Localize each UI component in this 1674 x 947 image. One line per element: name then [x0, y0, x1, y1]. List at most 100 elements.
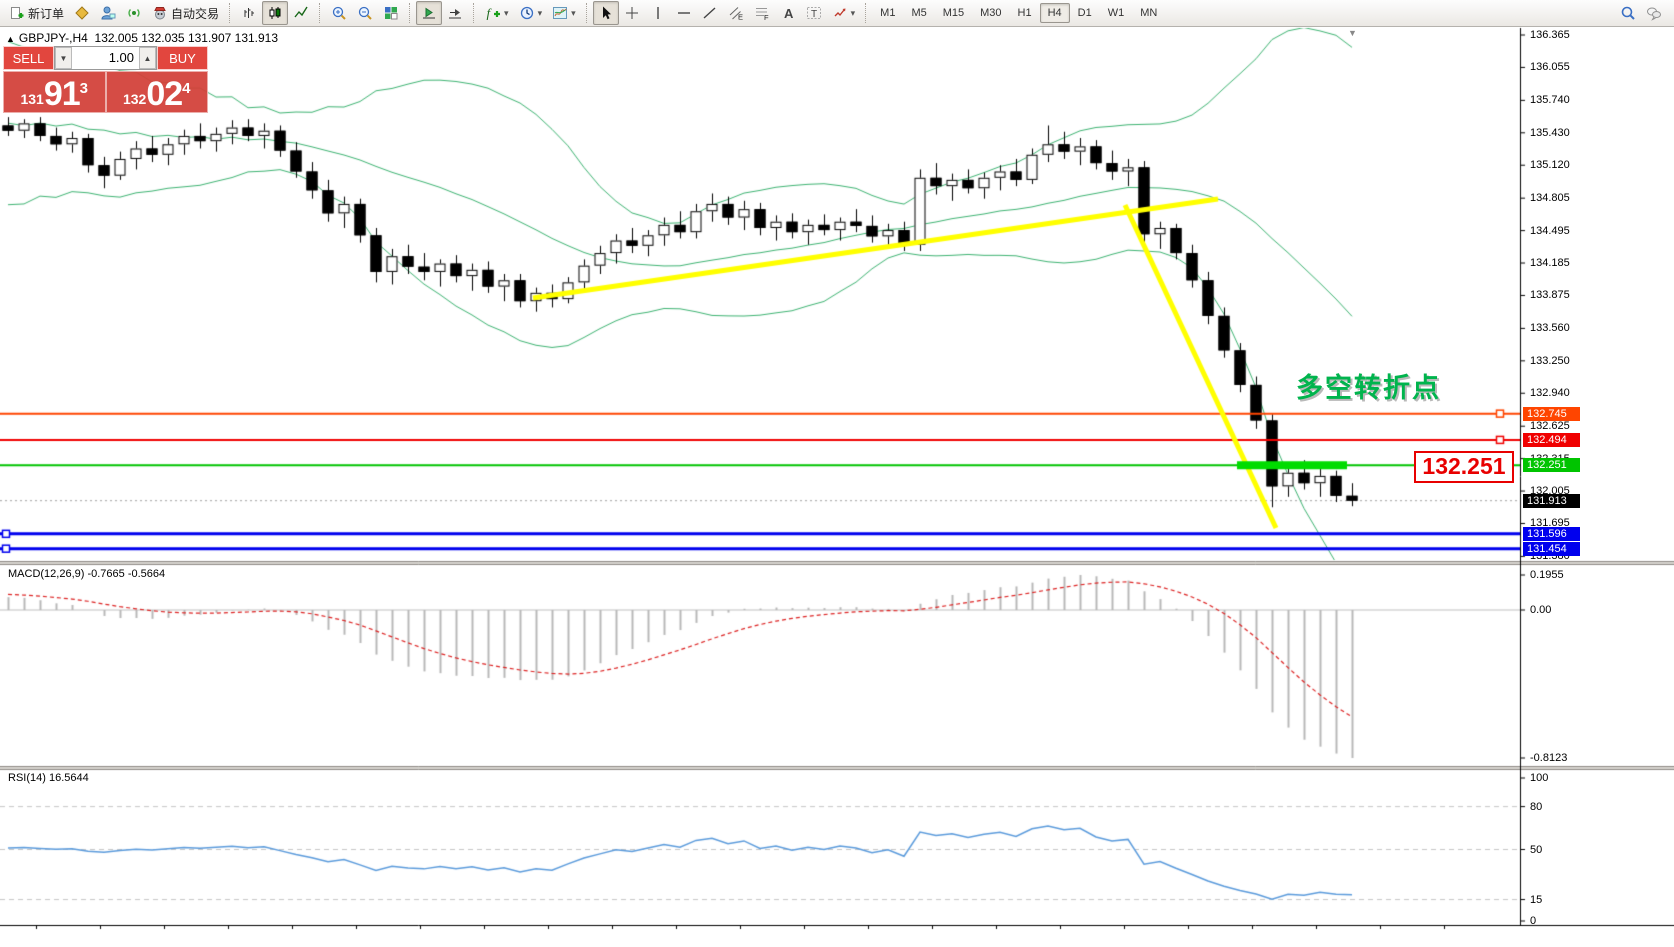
vertical-line-button[interactable]	[645, 1, 671, 25]
buy-button[interactable]: BUY	[157, 46, 208, 70]
candlestick-button[interactable]	[262, 1, 289, 25]
timeframe-button-h1[interactable]: H1	[1017, 7, 1032, 19]
zoom-out-button[interactable]	[352, 1, 378, 25]
symbol-ohlc-bar: ▲ GBPJPY-,H4 132.005 132.035 131.907 131.…	[6, 31, 278, 45]
timeframe-button-m30[interactable]: M30	[980, 7, 1002, 19]
volume-input[interactable]: 1.00	[108, 50, 134, 65]
macd-axis-label: 0.00	[1530, 604, 1552, 616]
templates-button[interactable]: ▾	[547, 1, 581, 25]
autotrading-button[interactable]: 自动交易	[147, 1, 224, 25]
expand-panel-icon[interactable]: ▲	[6, 34, 15, 44]
fibonacci-button[interactable]: F	[749, 1, 775, 25]
toolbar-separator	[409, 3, 411, 23]
toolbar-separator	[865, 3, 867, 23]
price-tick-label: 134.805	[1530, 192, 1570, 205]
indicators-icon: f	[485, 5, 501, 21]
price-tick-label: 132.940	[1530, 387, 1570, 400]
price-callout-textbox[interactable]: 132.251	[1414, 451, 1514, 483]
layouts-icon	[74, 5, 90, 21]
macd-axis-label: -0.8123	[1530, 752, 1568, 764]
dropdown-arrow-icon[interactable]: ▾	[504, 7, 509, 18]
cursor-button[interactable]	[592, 1, 619, 25]
profiles-button[interactable]	[95, 1, 121, 25]
svg-text:F: F	[764, 13, 769, 21]
price-line-badge: 132.494	[1523, 432, 1580, 447]
label-button[interactable]: T	[801, 1, 827, 25]
horizontal-line-button[interactable]	[671, 1, 697, 25]
volume-down-button[interactable]: ▼	[55, 47, 72, 69]
auto-scroll-button[interactable]	[416, 1, 443, 25]
price-line-badge: 132.745	[1523, 406, 1580, 421]
autotrading-button-label: 自动交易	[171, 6, 220, 21]
svg-text:A: A	[784, 6, 794, 21]
toolbar-separator	[585, 3, 588, 23]
timeframe-button-m15[interactable]: M15	[942, 7, 965, 19]
volume-up-button[interactable]: ▲	[139, 47, 156, 69]
price-line-badge: 132.251	[1523, 458, 1580, 473]
time-axis[interactable]: 10 Jul 201910 Jul 16:0011 Jul 08:0012 Ju…	[0, 925, 1674, 947]
chat-icon[interactable]	[1646, 5, 1662, 21]
zoom-in-button[interactable]	[326, 1, 352, 25]
price-tick-label: 134.185	[1530, 257, 1570, 270]
cursor-icon	[598, 5, 614, 21]
rsi-axis-label: 0	[1530, 915, 1537, 927]
text-icon: A	[780, 5, 796, 21]
layouts-button[interactable]	[69, 1, 95, 25]
timeframe-button-m5[interactable]: M5	[911, 7, 927, 19]
sell-button[interactable]: SELL	[3, 46, 54, 70]
price-line-badge: 131.913	[1523, 493, 1580, 508]
line-chart-button[interactable]	[288, 1, 314, 25]
profiles-icon	[100, 5, 116, 21]
fibonacci-icon: F	[754, 5, 770, 22]
timeframe-button-h4[interactable]: H4	[1039, 3, 1070, 23]
dropdown-arrow-icon[interactable]: ▾	[850, 7, 856, 18]
timeframe-button-mn[interactable]: MN	[1140, 7, 1158, 19]
label-icon: T	[806, 5, 822, 21]
trendline-button[interactable]	[697, 1, 723, 25]
rsi-axis-label: 15	[1530, 893, 1543, 906]
search-icon[interactable]	[1620, 5, 1636, 21]
price-tick-label: 133.875	[1530, 289, 1570, 302]
dropdown-arrow-icon[interactable]: ▾	[571, 7, 576, 18]
chart-shift-icon	[447, 5, 463, 21]
macd-indicator-label: MACD(12,26,9) -0.7665 -0.5664	[8, 568, 166, 580]
toolbar: 新订单 自动交易 f ▾ ▾ ▾ E F A T ▾ M1 M5 M15 M30 H1 H4 D1 W1 MN	[0, 0, 1674, 27]
arrows-button[interactable]: ▾	[827, 1, 861, 25]
bid-prefix: 131	[20, 91, 44, 107]
new-order-button-label: 新订单	[28, 6, 65, 21]
bid-big: 91	[43, 75, 81, 113]
chart-shift-marker[interactable]: ▼	[1348, 28, 1357, 38]
rsi-axis-label: 50	[1530, 843, 1543, 856]
rsi-axis-label: 80	[1530, 800, 1543, 813]
periods-button[interactable]: ▾	[514, 1, 548, 25]
toolbar-separator	[319, 3, 321, 23]
one-click-trading-panel: SELL ▼ 1.00 ▲ BUY 131 91 3 132 02 4	[3, 46, 208, 113]
dropdown-arrow-icon[interactable]: ▾	[537, 7, 543, 18]
crosshair-button[interactable]	[619, 1, 645, 25]
tile-windows-button[interactable]	[378, 1, 404, 25]
channel-icon: E	[728, 5, 744, 22]
bid-price-button[interactable]: 131 91 3	[3, 71, 106, 113]
signals-button[interactable]	[121, 1, 147, 25]
indicators-button[interactable]: f ▾	[480, 1, 514, 25]
tile-windows-icon	[383, 5, 399, 21]
toolbar-separator	[473, 3, 475, 23]
text-button[interactable]: A	[775, 1, 801, 25]
timeframe-button-m1[interactable]: M1	[880, 7, 896, 19]
timeframe-button-d1[interactable]: D1	[1077, 7, 1092, 19]
channel-button[interactable]: E	[723, 1, 749, 25]
timeframe-button-w1[interactable]: W1	[1107, 7, 1125, 19]
price-axis[interactable]	[1520, 28, 1674, 925]
chart-shift-button[interactable]	[442, 1, 468, 25]
ask-big: 02	[146, 75, 183, 113]
ask-price-button[interactable]: 132 02 4	[105, 71, 208, 113]
new-order-button[interactable]: 新订单	[4, 1, 69, 25]
bar-chart-button[interactable]	[236, 1, 262, 25]
templates-icon	[552, 5, 568, 21]
bull-bear-turning-point-annotation[interactable]: 多空转折点	[1296, 373, 1441, 403]
price-tick-label: 136.365	[1530, 29, 1570, 41]
svg-text:E: E	[738, 13, 743, 22]
bar-chart-icon	[241, 5, 257, 21]
